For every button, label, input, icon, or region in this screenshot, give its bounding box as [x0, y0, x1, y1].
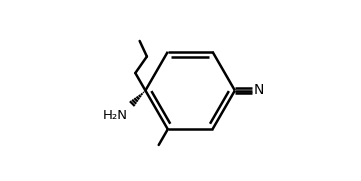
Text: H₂N: H₂N: [103, 109, 128, 122]
Text: N: N: [254, 83, 264, 98]
